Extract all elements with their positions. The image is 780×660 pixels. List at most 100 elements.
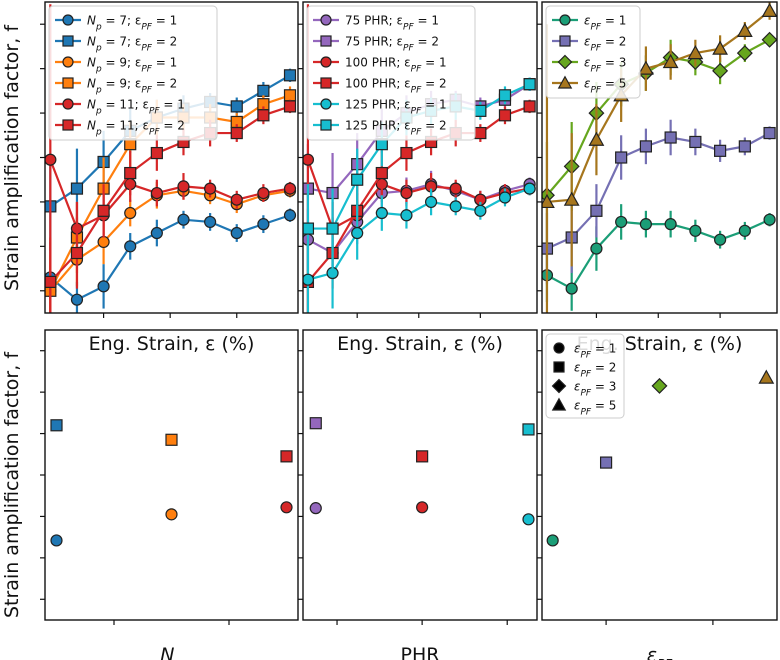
y-axis-label-bottom: Strain amplification factor, f [1,351,23,618]
legend-marker [62,98,74,110]
data-point [523,78,536,91]
legend-label: εPF = 5 [574,399,616,418]
legend-marker [320,56,332,68]
plot-area [546,369,775,547]
legend-marker [559,35,571,47]
data-point [257,186,270,200]
series-line [306,159,530,231]
legend-marker [320,14,332,26]
data-point [615,151,628,164]
series-line [49,214,291,301]
legend-marker [559,14,571,26]
data-point [351,173,364,186]
legend-marker [551,378,567,394]
legend-label: εPF = 2 [574,361,616,380]
data-point [326,222,339,235]
data-point [204,182,217,195]
x-axis-label: Eng. Strain, ε (%) [89,333,255,355]
data-point [230,100,243,113]
data-point [50,534,63,547]
legend-label: 100 PHR; εPF = 2 [345,77,447,96]
data-point [150,186,163,200]
legend-label: 75 PHR; εPF = 1 [345,14,439,33]
data-point [523,100,536,113]
data-point [542,193,555,209]
data-point [416,450,429,463]
data-point [522,423,535,436]
data-point [498,109,512,122]
legend-label: Np = 9; εPF = 1 [87,56,177,75]
series-line [546,218,771,291]
data-point [474,126,487,140]
legend-marker [62,14,74,26]
plot-area [309,417,535,526]
legend-label: εPF = 5 [584,77,626,96]
legend-marker [553,361,565,373]
legend-marker [320,77,332,89]
data-point [230,226,243,240]
data-point [736,45,753,62]
data-point [375,166,388,180]
data-point [165,433,178,446]
legend-label: Np = 7; εPF = 2 [87,35,177,54]
data-point [638,60,654,75]
data-point [687,44,704,60]
data-point [758,369,775,384]
data-point [124,240,137,253]
series-line [49,105,291,283]
series-1 [542,204,776,311]
legend-box [306,5,476,141]
x-axis-label: Eng. Strain, ε (%) [337,333,503,355]
data-point [303,273,315,286]
data-point [400,186,413,200]
data-point [712,62,729,79]
legend-box [48,5,218,141]
legend-marker [62,35,74,47]
data-point [283,69,297,82]
data-point [651,377,668,394]
data-point [761,2,777,17]
legend-marker [320,119,332,131]
y-axis-label-top: Strain amplification factor, f [1,24,23,291]
data-point [599,456,613,469]
data-point [736,22,753,37]
data-point [763,126,776,140]
data-point [97,280,110,293]
series-line [49,159,291,231]
data-point [662,53,679,69]
data-point [283,100,297,113]
legend-label: Np = 9; εPF = 2 [87,77,177,96]
data-point [70,246,84,260]
data-point [590,242,603,255]
legend-box [545,333,625,419]
panel-frame [541,1,778,314]
data-point [177,180,190,193]
x-axis-label: Np [160,644,182,660]
series-line [307,187,530,281]
panel-b: 75 PHR; εPF = 1 75 PHR; εPF = 2 100 PHR; ε… [298,1,538,355]
data-point [588,131,605,146]
data-point [424,195,438,209]
data-point [763,213,776,226]
data-point [689,224,702,237]
plot-area [303,4,536,313]
data-point [326,266,339,280]
data-point [303,153,315,166]
legend-label: εPF = 3 [574,380,616,399]
legend-box [545,5,641,99]
legend-label: εPF = 1 [584,14,626,33]
series-line [49,189,291,292]
panel-frame [302,329,538,621]
panel-e: PHR [298,329,538,660]
series-5 [303,181,536,313]
data-point [689,135,702,149]
legend-marker [62,77,74,89]
data-point [449,200,462,213]
data-point [45,275,57,288]
series-line [546,10,771,204]
legend-label: Np = 7; εPF = 1 [87,14,177,33]
data-point [522,513,535,526]
